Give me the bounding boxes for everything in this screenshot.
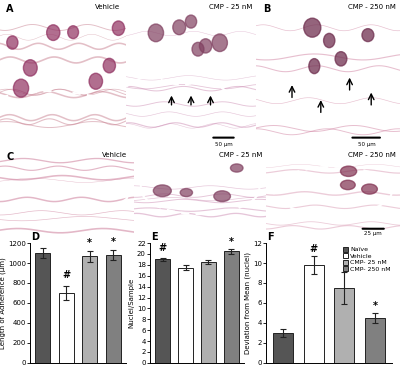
Circle shape	[14, 79, 29, 97]
Bar	[106, 255, 121, 363]
Text: E: E	[151, 232, 157, 242]
Circle shape	[340, 166, 357, 177]
Circle shape	[153, 185, 171, 197]
Bar	[334, 288, 354, 363]
Ellipse shape	[309, 59, 320, 74]
Circle shape	[112, 21, 124, 36]
Text: Vehicle: Vehicle	[102, 152, 127, 158]
Circle shape	[192, 42, 204, 56]
Circle shape	[89, 73, 102, 89]
Text: 50 μm: 50 μm	[358, 142, 376, 147]
Text: *: *	[229, 237, 234, 248]
Circle shape	[212, 34, 228, 52]
Text: D: D	[31, 232, 39, 242]
Text: *: *	[111, 237, 116, 246]
Legend: Naïve, Vehicle, CMP- 25 nM, CMP- 250 nM: Naïve, Vehicle, CMP- 25 nM, CMP- 250 nM	[342, 246, 391, 273]
Bar	[82, 256, 97, 363]
Text: Vehicle: Vehicle	[94, 4, 120, 10]
Bar	[35, 253, 50, 363]
Ellipse shape	[362, 29, 374, 42]
Bar	[59, 293, 74, 363]
Circle shape	[362, 184, 377, 194]
Circle shape	[200, 39, 212, 53]
Text: #: #	[310, 244, 318, 254]
Circle shape	[230, 164, 243, 172]
Y-axis label: Length of Adherence (μm): Length of Adherence (μm)	[0, 257, 6, 349]
Text: CMP - 250 nM: CMP - 250 nM	[348, 4, 396, 10]
Text: C: C	[7, 152, 14, 162]
Text: 25 μm: 25 μm	[364, 231, 382, 236]
Ellipse shape	[324, 33, 335, 47]
Text: CMP - 25 nM: CMP - 25 nM	[219, 152, 262, 158]
Bar	[155, 260, 170, 363]
Circle shape	[24, 60, 37, 76]
Circle shape	[173, 20, 186, 35]
Circle shape	[68, 26, 78, 39]
Bar	[178, 267, 193, 363]
Text: #: #	[158, 243, 167, 253]
Text: F: F	[267, 232, 274, 242]
Circle shape	[148, 24, 164, 42]
Circle shape	[340, 180, 355, 190]
Text: CMP - 25 nM: CMP - 25 nM	[209, 4, 252, 10]
Bar	[201, 262, 216, 363]
Text: 50 μm: 50 μm	[215, 142, 232, 147]
Bar	[224, 251, 239, 363]
Bar	[273, 333, 293, 363]
Ellipse shape	[304, 18, 321, 37]
Text: *: *	[372, 301, 378, 311]
Circle shape	[180, 188, 192, 197]
Circle shape	[103, 58, 116, 73]
Text: *: *	[87, 237, 92, 248]
Y-axis label: Deviation from Mean (nuclei): Deviation from Mean (nuclei)	[244, 252, 251, 354]
Text: #: #	[62, 270, 70, 280]
Bar	[365, 318, 385, 363]
Circle shape	[185, 15, 197, 28]
Text: A: A	[6, 4, 14, 15]
Circle shape	[7, 36, 18, 49]
Text: B: B	[263, 4, 270, 15]
Ellipse shape	[335, 52, 347, 66]
Text: CMP - 250 nM: CMP - 250 nM	[348, 152, 396, 158]
Circle shape	[47, 25, 60, 40]
Y-axis label: Nuclei/Sample: Nuclei/Sample	[129, 278, 135, 328]
Circle shape	[214, 191, 230, 202]
Bar	[304, 265, 324, 363]
